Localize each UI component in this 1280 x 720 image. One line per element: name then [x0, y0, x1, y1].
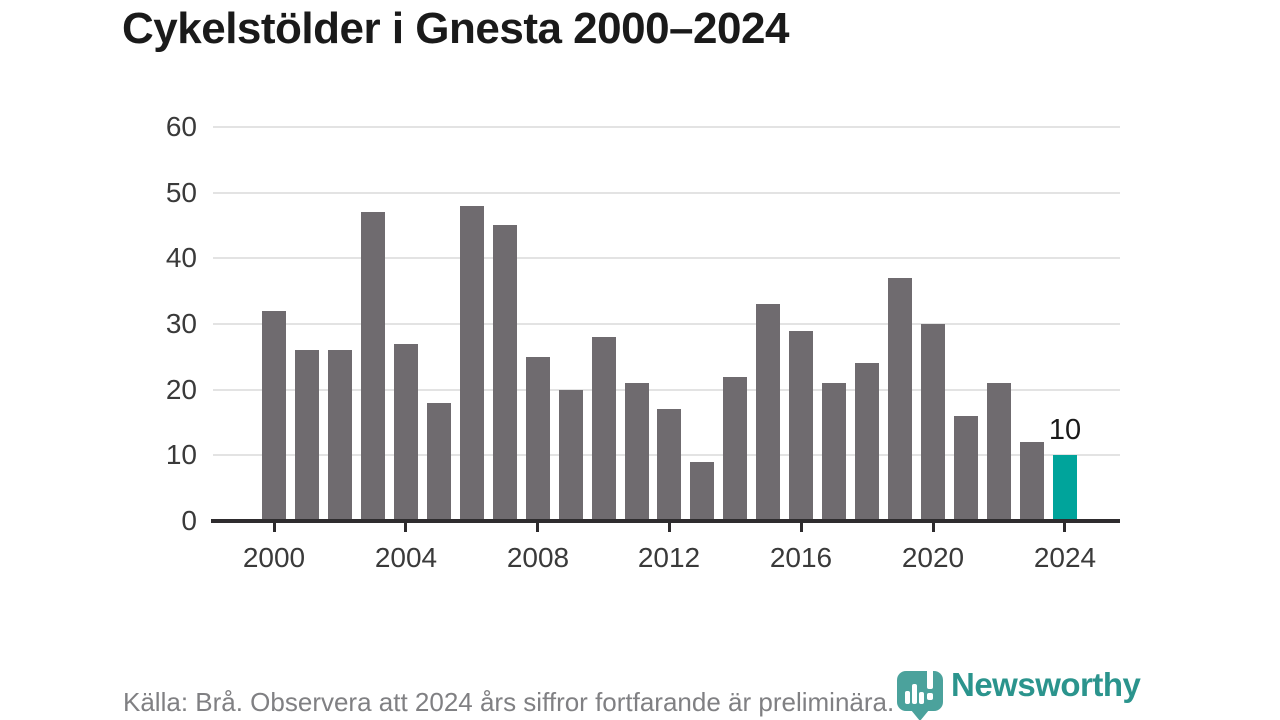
bar-2024 — [1053, 455, 1077, 521]
bar-2006 — [460, 206, 484, 521]
newsworthy-logo-text: Newsworthy — [951, 666, 1141, 703]
bar-2018 — [855, 363, 879, 521]
x-axis-label-2008: 2008 — [506, 542, 570, 573]
y-gridline-30 — [213, 323, 1120, 325]
bar-2010 — [592, 337, 616, 521]
bar-2004 — [394, 344, 418, 521]
bar-2015 — [756, 304, 780, 521]
newsworthy-logo: Newsworthy — [897, 660, 1197, 720]
y-gridline-60 — [213, 126, 1120, 128]
y-gridline-40 — [213, 257, 1120, 259]
bar-2020 — [921, 324, 945, 521]
x-axis-label-2020: 2020 — [901, 542, 965, 573]
bar-2002 — [328, 350, 352, 521]
bar-2012 — [657, 409, 681, 521]
x-axis-line — [211, 519, 1120, 523]
x-tick-2004 — [404, 523, 407, 532]
y-gridline-50 — [213, 192, 1120, 194]
x-axis-label-2000: 2000 — [242, 542, 306, 573]
logo-exclamation-dot — [927, 693, 933, 700]
x-axis-label-2004: 2004 — [374, 542, 438, 573]
logo-chart-bar — [919, 692, 924, 704]
x-axis-label-2016: 2016 — [769, 542, 833, 573]
bar-2013 — [690, 462, 714, 521]
bar-value-label-2024: 10 — [1048, 414, 1082, 446]
y-gridline-20 — [213, 389, 1120, 391]
bar-2016 — [789, 331, 813, 521]
x-tick-2008 — [536, 523, 539, 532]
bar-2019 — [888, 278, 912, 521]
bar-2008 — [526, 357, 550, 521]
bar-2017 — [822, 383, 846, 521]
x-tick-2012 — [668, 523, 671, 532]
x-tick-2020 — [932, 523, 935, 532]
logo-chart-bar — [912, 684, 917, 704]
bar-2022 — [987, 383, 1011, 521]
chart-title: Cykelstölder i Gnesta 2000–2024 — [122, 4, 789, 53]
bar-2009 — [559, 390, 583, 521]
source-note: Källa: Brå. Observera att 2024 års siffr… — [123, 687, 895, 717]
x-axis-label-2024: 2024 — [1033, 542, 1097, 573]
bar-2014 — [723, 377, 747, 521]
x-tick-2000 — [273, 523, 276, 532]
x-tick-2016 — [800, 523, 803, 532]
bar-2011 — [625, 383, 649, 521]
bar-2005 — [427, 403, 451, 521]
y-axis-label-0: 0 — [181, 505, 197, 536]
bar-2007 — [493, 225, 517, 521]
y-axis-label-50: 50 — [165, 177, 197, 208]
x-tick-2024 — [1063, 523, 1066, 532]
y-axis-label-40: 40 — [165, 242, 197, 273]
y-axis-label-10: 10 — [165, 439, 197, 470]
logo-exclamation-bar — [927, 665, 933, 689]
logo-bubble-shape — [897, 671, 943, 711]
newsworthy-bubble-chart-icon — [897, 665, 943, 720]
logo-chart-bar — [905, 691, 910, 704]
bar-2023 — [1020, 442, 1044, 521]
y-axis-label-60: 60 — [165, 111, 197, 142]
y-axis-label-20: 20 — [165, 374, 197, 405]
bar-2021 — [954, 416, 978, 521]
bar-2000 — [262, 311, 286, 521]
y-axis-label-30: 30 — [165, 308, 197, 339]
x-axis-label-2012: 2012 — [637, 542, 701, 573]
bar-2001 — [295, 350, 319, 521]
bar-2003 — [361, 212, 385, 521]
logo-bubble-tail — [911, 710, 929, 720]
